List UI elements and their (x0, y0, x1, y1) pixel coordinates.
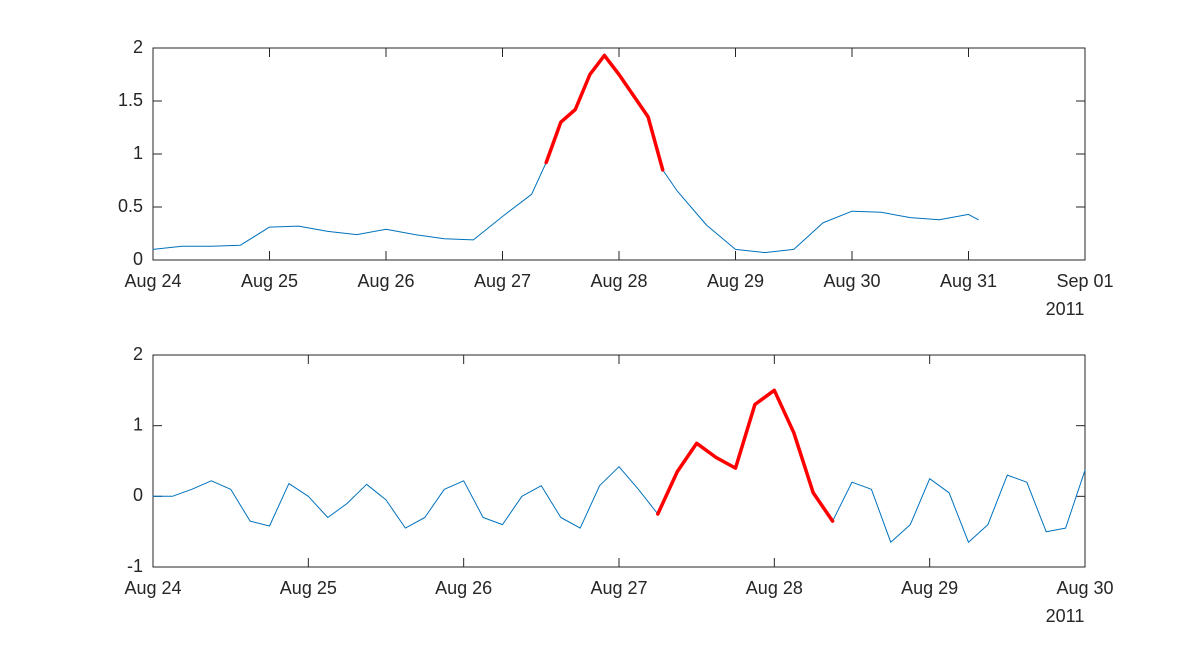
x-tick-label: Aug 28 (590, 271, 647, 291)
series-line (152, 162, 979, 254)
x-tick-label: Aug 31 (940, 271, 997, 291)
y-tick-label: 1 (133, 414, 143, 434)
x-tick-label: Aug 28 (746, 578, 803, 598)
x-year-label: 2011 (1046, 299, 1085, 319)
x-year-label: 2011 (1046, 606, 1085, 626)
x-tick-label: Aug 30 (823, 271, 880, 291)
x-tick-label: Aug 25 (280, 578, 337, 598)
x-tick-label: Aug 27 (590, 578, 647, 598)
x-tick-label: Sep 01 (1056, 271, 1113, 291)
axes-box (152, 354, 1086, 568)
y-tick-label: 0.5 (118, 196, 143, 216)
y-tick-label: 2 (133, 344, 143, 364)
x-tick-label: Aug 24 (124, 271, 181, 291)
y-tick-label: 0 (133, 485, 143, 505)
y-tick-label: 1 (133, 143, 143, 163)
x-tick-label: Aug 29 (901, 578, 958, 598)
y-tick-label: 2 (133, 37, 143, 57)
x-tick-label: Aug 29 (707, 271, 764, 291)
x-tick-label: Aug 30 (1056, 578, 1113, 598)
x-tick-label: Aug 24 (124, 578, 181, 598)
y-tick-label: 0 (133, 249, 143, 269)
x-tick-label: Aug 27 (474, 271, 531, 291)
x-tick-label: Aug 26 (357, 271, 414, 291)
y-tick-label: -1 (127, 556, 143, 576)
series-line (656, 388, 835, 523)
series-line (544, 53, 665, 172)
axes-box (152, 47, 1086, 261)
x-tick-label: Aug 26 (435, 578, 492, 598)
series-line (152, 466, 1086, 543)
y-tick-label: 1.5 (118, 90, 143, 110)
x-tick-label: Aug 25 (241, 271, 298, 291)
